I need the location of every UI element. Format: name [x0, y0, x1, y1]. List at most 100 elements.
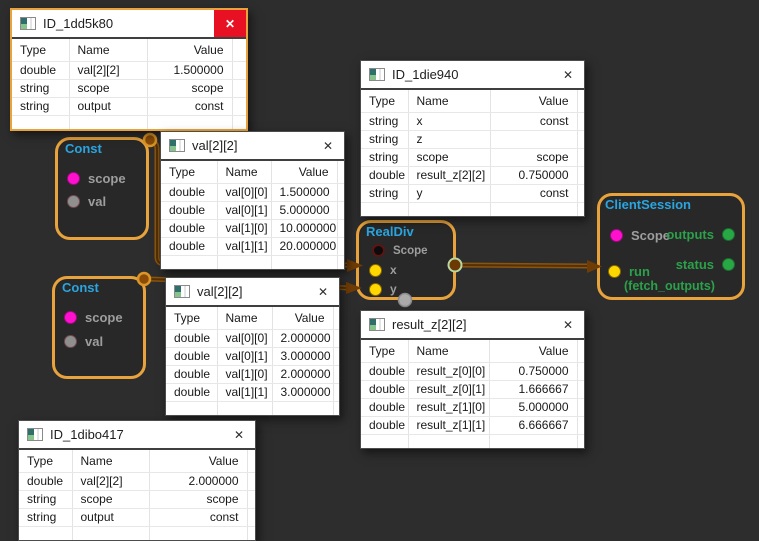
port-dot-icon[interactable] [610, 229, 623, 242]
window-title: val[2][2] [197, 284, 243, 299]
port-dot-icon[interactable] [64, 335, 77, 348]
table-row: string x const [361, 112, 584, 131]
wire-realdiv-to-run[interactable] [454, 260, 602, 273]
table-cell: 10.000000 [271, 219, 338, 238]
table-cell: 1.500000 [147, 61, 233, 80]
data-window-id-1dibo417[interactable]: ID_1dibo417 ✕ Type Name Value double val[2][… [18, 420, 256, 541]
column-header: Type [12, 39, 70, 62]
table-row: string output const [19, 508, 255, 527]
table-cell [333, 347, 339, 366]
port-dot-icon[interactable] [67, 172, 80, 185]
window-titlebar[interactable]: ID_1dibo417 ✕ [19, 421, 255, 450]
close-icon[interactable]: ✕ [233, 427, 245, 442]
column-header: Type [161, 161, 218, 184]
data-window-val-1[interactable]: val[2][2] ✕ Type Name Value double val[0][0]… [160, 131, 345, 270]
port-scope[interactable]: scope [64, 310, 123, 325]
table-cell: val[0][0] [217, 329, 273, 348]
table-cell: val[1][1] [217, 237, 272, 256]
port-status[interactable]: status [676, 257, 735, 272]
table-row: double result_z[1][0] 5.000000 [361, 398, 584, 417]
table-cell: string [12, 79, 70, 98]
node-clientsession[interactable]: ClientSession Scope run (fetch_outputs) … [597, 193, 745, 300]
table-row: double result_z[0][1] 1.666667 [361, 380, 584, 399]
data-window-id-1dd5k80[interactable]: ID_1dd5k80 ✕ Type Name Value double val[2][2… [10, 8, 248, 131]
table-cell: string [12, 97, 70, 116]
table-cell: val[1][0] [217, 219, 272, 238]
table-row: string y const [361, 184, 584, 203]
table-row: double val[1][0] 10.000000 [161, 219, 344, 238]
port-val[interactable]: val [64, 334, 103, 349]
node-const-2[interactable]: Const scope val [52, 276, 146, 379]
port-label: outputs [666, 227, 714, 242]
window-titlebar[interactable]: ID_1dd5k80 ✕ [12, 10, 246, 39]
table-cell [577, 148, 584, 167]
close-icon[interactable]: ✕ [214, 10, 246, 37]
port-scope[interactable]: Scope [372, 244, 428, 257]
close-icon[interactable]: ✕ [562, 67, 574, 82]
data-table: Type Name Value string x const string z string sc… [361, 90, 584, 216]
data-window-result-z[interactable]: result_z[2][2] ✕ Type Name Value double resu… [360, 310, 585, 449]
data-table: Type Name Value double val[2][2] 1.500000 stri… [12, 39, 246, 129]
port-val[interactable]: val [67, 194, 106, 209]
window-titlebar[interactable]: result_z[2][2] ✕ [361, 311, 584, 340]
table-cell: double [361, 380, 409, 399]
node-const-1[interactable]: Const scope val [55, 137, 149, 240]
port-dot-icon[interactable] [372, 244, 385, 257]
table-cell: 1.500000 [271, 183, 338, 202]
port-dot-icon[interactable] [64, 311, 77, 324]
column-header: Type [361, 90, 409, 113]
port-scope[interactable]: Scope [610, 228, 670, 243]
table-row: double val[1][0] 2.000000 [166, 365, 339, 384]
close-icon[interactable]: ✕ [322, 138, 334, 153]
port-dot-icon[interactable] [722, 228, 735, 241]
table-cell: const [490, 112, 578, 131]
column-header: Type [361, 340, 409, 363]
table-cell [577, 166, 584, 185]
window-titlebar[interactable]: ID_1die940 ✕ [361, 61, 584, 90]
close-icon[interactable]: ✕ [562, 317, 574, 332]
port-outputs[interactable]: outputs [666, 227, 735, 242]
port-dot-icon[interactable] [608, 265, 621, 278]
column-header: Value [272, 307, 334, 330]
table-icon [174, 285, 190, 298]
table-row: double val[2][2] 2.000000 [19, 472, 255, 491]
window-title: result_z[2][2] [392, 317, 467, 332]
column-stub [232, 39, 246, 62]
port-x[interactable]: x [369, 263, 397, 277]
table-cell: 2.000000 [272, 365, 334, 384]
table-cell: 0.750000 [490, 166, 578, 185]
table-cell: double [361, 416, 409, 435]
port-run[interactable]: run [608, 264, 650, 279]
port-dot-icon[interactable] [722, 258, 735, 271]
table-cell: result_z[1][0] [408, 398, 490, 417]
close-icon[interactable]: ✕ [317, 284, 329, 299]
table-cell: result_z[2][2] [408, 166, 491, 185]
table-cell: y [408, 184, 491, 203]
data-table: Type Name Value double val[0][0] 1.500000 doub… [161, 161, 344, 269]
table-cell: double [166, 347, 218, 366]
table-blank-row [161, 255, 344, 269]
port-dot-icon[interactable] [369, 282, 382, 296]
table-cell: const [147, 97, 233, 116]
table-row: double val[0][0] 2.000000 [166, 329, 339, 348]
column-stub [577, 340, 584, 363]
node-realdiv[interactable]: RealDiv Scope x y [356, 220, 456, 300]
table-row: string output const [12, 97, 246, 116]
table-cell: val[0][1] [217, 347, 273, 366]
table-cell: double [161, 219, 218, 238]
port-dot-icon[interactable] [369, 263, 382, 277]
port-scope[interactable]: scope [67, 171, 126, 186]
window-title: val[2][2] [192, 138, 238, 153]
column-header: Value [149, 450, 248, 473]
window-titlebar[interactable]: val[2][2] ✕ [166, 278, 339, 307]
table-cell: 6.666667 [489, 416, 578, 435]
window-titlebar[interactable]: val[2][2] ✕ [161, 132, 344, 161]
port-y[interactable]: y [369, 282, 397, 296]
port-dot-icon[interactable] [67, 195, 80, 208]
data-window-id-1die940[interactable]: ID_1die940 ✕ Type Name Value string x const st… [360, 60, 585, 217]
table-cell: scope [149, 490, 248, 509]
port-label: val [88, 194, 107, 209]
data-window-val-2[interactable]: val[2][2] ✕ Type Name Value double val[0][0]… [165, 277, 340, 416]
table-cell: string [361, 184, 409, 203]
table-row: string scope scope [361, 148, 584, 167]
